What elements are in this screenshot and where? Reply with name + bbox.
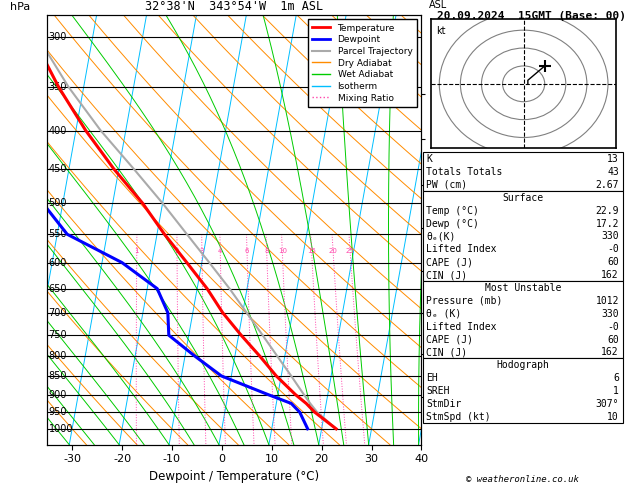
Text: hPa: hPa <box>10 2 30 13</box>
Text: 950: 950 <box>48 407 67 417</box>
Text: 330: 330 <box>601 231 619 242</box>
Text: 2.67: 2.67 <box>596 180 619 190</box>
Title: 32°38'N  343°54'W  1m ASL: 32°38'N 343°54'W 1m ASL <box>145 0 323 14</box>
Legend: Temperature, Dewpoint, Parcel Trajectory, Dry Adiabat, Wet Adiabat, Isotherm, Mi: Temperature, Dewpoint, Parcel Trajectory… <box>308 19 417 107</box>
Text: SREH: SREH <box>426 386 450 396</box>
Text: PW (cm): PW (cm) <box>426 180 467 190</box>
Text: 900: 900 <box>48 389 67 399</box>
Text: 10: 10 <box>278 248 287 254</box>
Text: EH: EH <box>426 373 438 383</box>
Text: StmDir: StmDir <box>426 399 462 409</box>
Text: 13: 13 <box>607 154 619 164</box>
Text: 307°: 307° <box>596 399 619 409</box>
Text: 1: 1 <box>613 386 619 396</box>
Text: -0: -0 <box>607 322 619 331</box>
X-axis label: Dewpoint / Temperature (°C): Dewpoint / Temperature (°C) <box>149 470 320 483</box>
Text: θₑ (K): θₑ (K) <box>426 309 462 319</box>
Text: K: K <box>426 154 432 164</box>
Text: StmSpd (kt): StmSpd (kt) <box>426 412 491 422</box>
Text: θₑ(K): θₑ(K) <box>426 231 456 242</box>
Text: 17.2: 17.2 <box>596 219 619 228</box>
Text: 1012: 1012 <box>596 296 619 306</box>
Text: Hodograph: Hodograph <box>496 360 549 370</box>
Text: 1000: 1000 <box>48 424 73 434</box>
Text: 2: 2 <box>175 248 179 254</box>
Text: Lifted Index: Lifted Index <box>426 322 497 331</box>
Text: 600: 600 <box>48 258 67 268</box>
Text: kt: kt <box>437 26 446 36</box>
Text: Surface: Surface <box>502 193 543 203</box>
Text: 22.9: 22.9 <box>596 206 619 216</box>
Text: 550: 550 <box>48 229 67 239</box>
Text: 300: 300 <box>48 32 67 42</box>
Text: 450: 450 <box>48 164 67 174</box>
Text: 3: 3 <box>200 248 204 254</box>
Text: 162: 162 <box>601 270 619 280</box>
Text: © weatheronline.co.uk: © weatheronline.co.uk <box>466 474 579 484</box>
Text: 500: 500 <box>48 198 67 208</box>
Text: 700: 700 <box>48 308 67 318</box>
Text: 1: 1 <box>135 248 139 254</box>
Text: Dewp (°C): Dewp (°C) <box>426 219 479 228</box>
Text: 4: 4 <box>218 248 223 254</box>
Text: 330: 330 <box>601 309 619 319</box>
Text: 25: 25 <box>346 248 355 254</box>
Text: CIN (J): CIN (J) <box>426 270 467 280</box>
Text: CIN (J): CIN (J) <box>426 347 467 357</box>
Text: 20: 20 <box>329 248 338 254</box>
Text: 60: 60 <box>607 257 619 267</box>
Text: Mixing Ratio (g/kg): Mixing Ratio (g/kg) <box>455 205 465 297</box>
Text: 6: 6 <box>245 248 249 254</box>
Text: 10: 10 <box>607 412 619 422</box>
Text: 162: 162 <box>601 347 619 357</box>
Text: 8: 8 <box>265 248 269 254</box>
Text: 800: 800 <box>48 351 67 361</box>
Text: CAPE (J): CAPE (J) <box>426 257 474 267</box>
Text: Most Unstable: Most Unstable <box>484 283 561 293</box>
Text: CAPE (J): CAPE (J) <box>426 334 474 345</box>
Text: Pressure (mb): Pressure (mb) <box>426 296 503 306</box>
Text: 350: 350 <box>48 82 67 92</box>
Text: 850: 850 <box>48 371 67 381</box>
Text: Lifted Index: Lifted Index <box>426 244 497 254</box>
Text: Totals Totals: Totals Totals <box>426 167 503 177</box>
Text: LCL: LCL <box>429 407 447 417</box>
Text: Temp (°C): Temp (°C) <box>426 206 479 216</box>
Text: 60: 60 <box>607 334 619 345</box>
Text: km
ASL: km ASL <box>429 0 447 10</box>
Text: 20.09.2024  15GMT (Base: 00): 20.09.2024 15GMT (Base: 00) <box>437 11 626 21</box>
Text: 650: 650 <box>48 284 67 294</box>
Text: 6: 6 <box>613 373 619 383</box>
Text: -0: -0 <box>607 244 619 254</box>
Text: 400: 400 <box>48 126 67 136</box>
Text: 15: 15 <box>308 248 316 254</box>
Text: 43: 43 <box>607 167 619 177</box>
Text: 750: 750 <box>48 330 67 340</box>
